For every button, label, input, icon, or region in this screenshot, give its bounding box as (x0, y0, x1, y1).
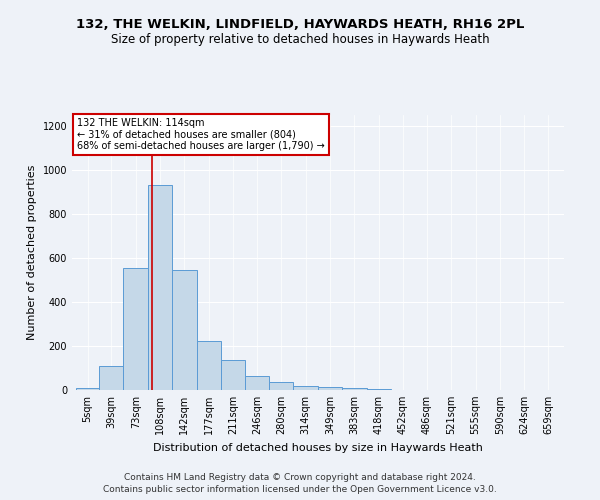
Bar (293, 386, 318, 390)
Y-axis label: Number of detached properties: Number of detached properties (27, 165, 37, 340)
Text: 132, THE WELKIN, LINDFIELD, HAYWARDS HEATH, RH16 2PL: 132, THE WELKIN, LINDFIELD, HAYWARDS HEA… (76, 18, 524, 30)
Text: Contains HM Land Registry data © Crown copyright and database right 2024.: Contains HM Land Registry data © Crown c… (124, 472, 476, 482)
Bar (197, 340, 221, 390)
Bar (172, 270, 197, 390)
Bar (148, 186, 172, 390)
Bar (124, 268, 148, 390)
Bar (269, 382, 293, 390)
Text: Contains public sector information licensed under the Open Government Licence v3: Contains public sector information licen… (103, 485, 497, 494)
Bar (221, 360, 245, 390)
Bar (245, 376, 269, 390)
Bar (100, 366, 124, 390)
Bar (318, 386, 342, 390)
Text: 132 THE WELKIN: 114sqm
← 31% of detached houses are smaller (804)
68% of semi-de: 132 THE WELKIN: 114sqm ← 31% of detached… (77, 118, 325, 151)
Bar (342, 388, 367, 390)
Text: Size of property relative to detached houses in Haywards Heath: Size of property relative to detached ho… (110, 32, 490, 46)
Bar (76, 388, 100, 390)
X-axis label: Distribution of detached houses by size in Haywards Heath: Distribution of detached houses by size … (153, 442, 483, 452)
